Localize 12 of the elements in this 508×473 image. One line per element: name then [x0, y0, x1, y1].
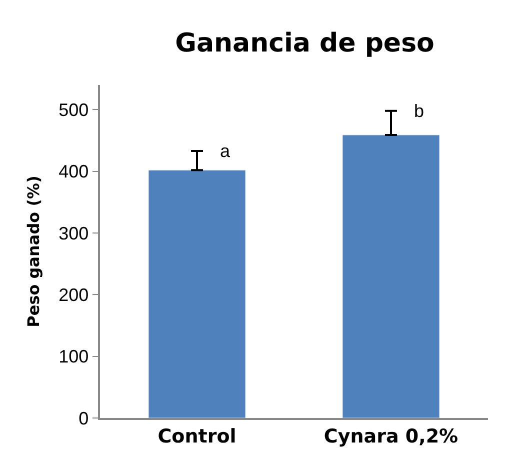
chart-title: Ganancia de peso: [175, 28, 434, 58]
y-tick-label: 400: [58, 162, 89, 182]
annotation: b: [414, 101, 424, 121]
y-tick-label: 500: [58, 100, 89, 120]
y-tick-label: 100: [58, 346, 89, 367]
y-axis-title: Peso ganado (%): [24, 176, 44, 328]
x-tick-label: Cynara 0,2%: [324, 426, 458, 448]
y-tick-label: 300: [58, 223, 89, 244]
annotation: a: [220, 141, 231, 161]
x-tick-label: Control: [158, 426, 236, 448]
y-tick-label: 0: [78, 408, 89, 428]
y-tick-label: 200: [58, 284, 89, 305]
